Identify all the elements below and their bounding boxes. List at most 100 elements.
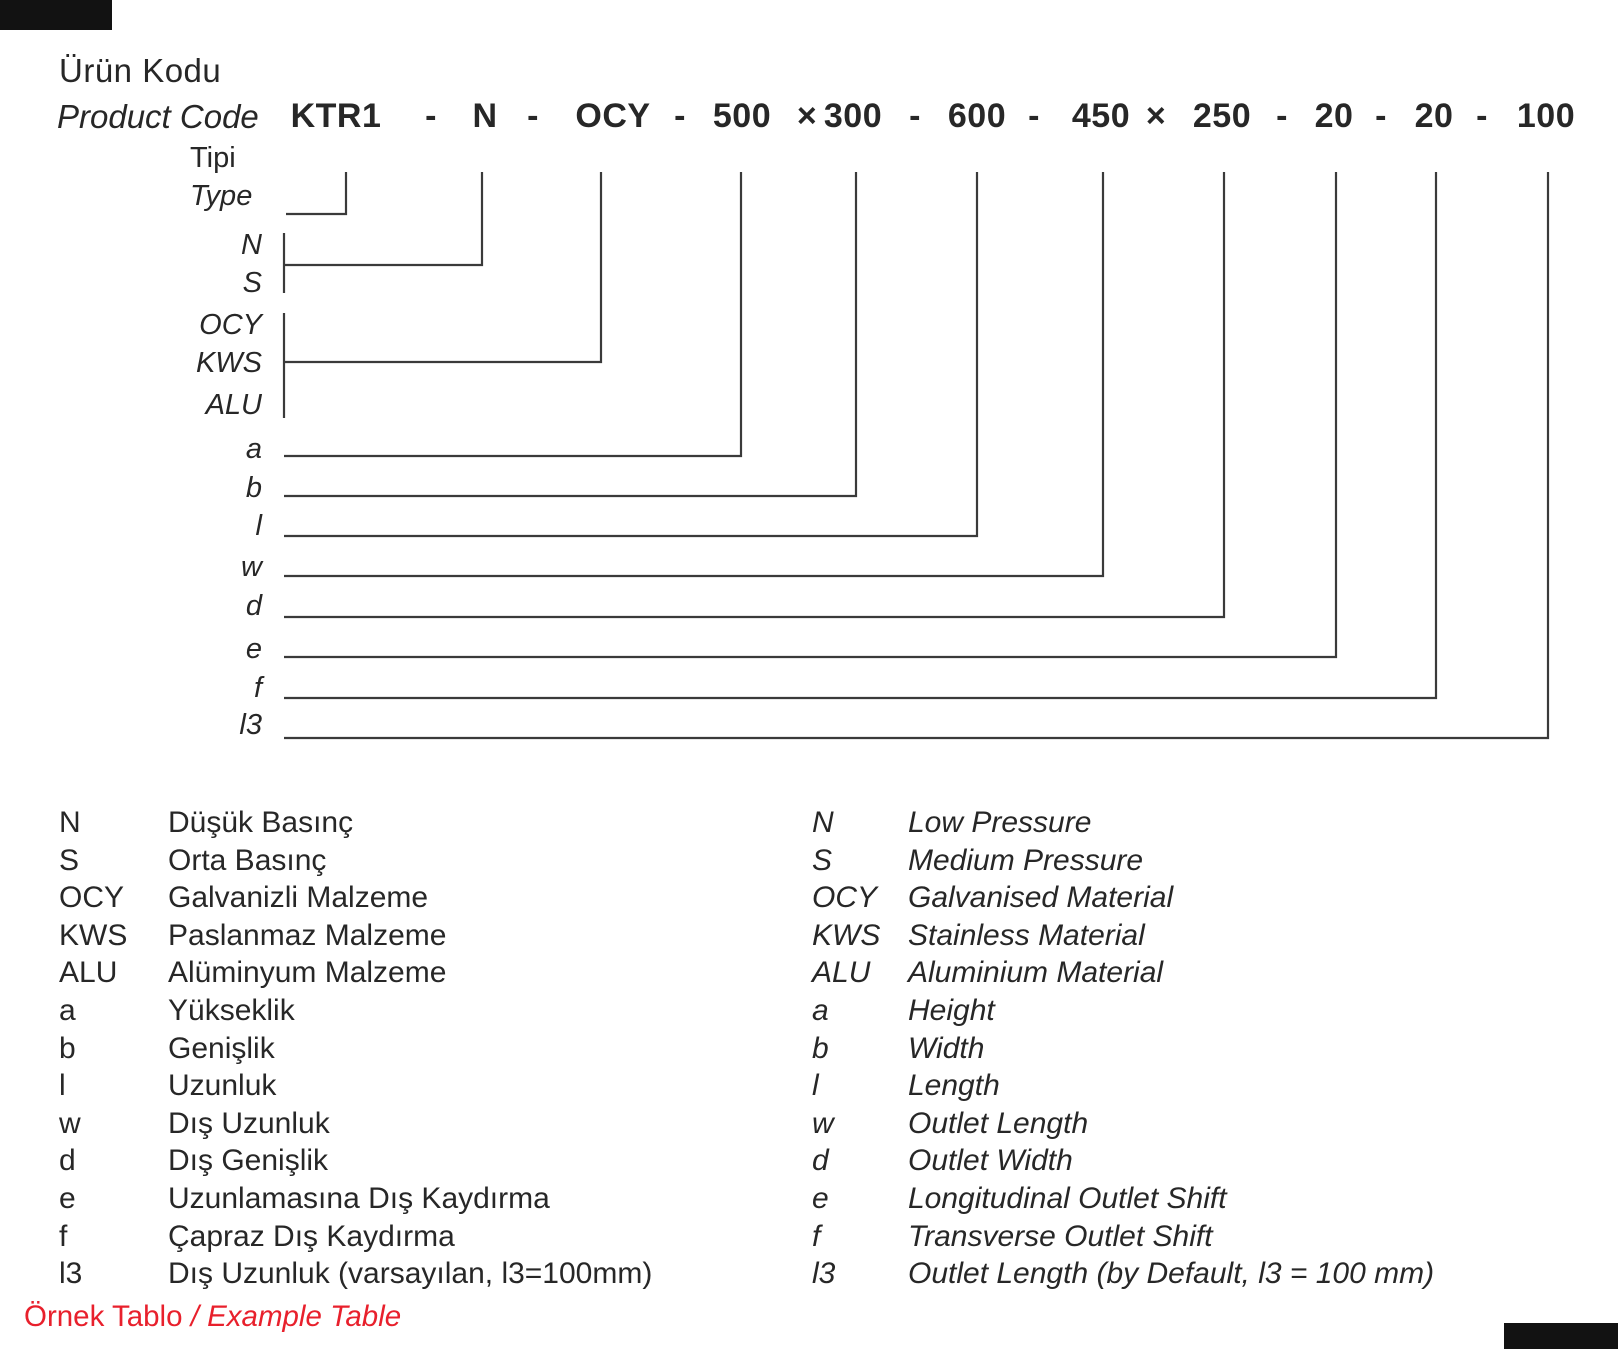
legend-desc: Dış Genişlik [168,1144,329,1178]
connector-d [284,172,1226,619]
example-table-caption: Örnek Tablo / Example Table [24,1300,401,1334]
legend-key: l [812,1069,819,1103]
code-segment-pressure: N [472,97,498,135]
legend-key: OCY [812,881,878,915]
connector-type [286,172,348,216]
code-separator: - [909,97,921,135]
legend-desc: Longitudinal Outlet Shift [908,1181,1227,1215]
connector-pressure [282,172,484,293]
diagram-label-l: l [255,510,262,542]
legend-key: S [59,843,80,877]
code-separator: - [527,97,539,135]
code-multiply-sign: × [796,97,818,135]
code-separator: - [1476,97,1488,135]
legend-desc: Outlet Width [908,1144,1073,1178]
diagram-label-e: e [245,633,262,665]
legend-key: e [812,1181,829,1215]
legend-key: w [59,1106,81,1140]
example-table-caption-turkish: Örnek Tablo [24,1300,191,1333]
legend-desc: Uzunlamasına Dış Kaydırma [168,1181,550,1215]
legend-desc: Aluminium Material [908,956,1164,990]
connector-l [284,172,979,538]
code-separator: - [1028,97,1040,135]
legend-desc: Transverse Outlet Shift [908,1219,1213,1253]
legend-key: OCY [59,881,125,915]
legend-desc: Orta Basınç [168,843,327,877]
legend-key: KWS [59,918,128,952]
legend-desc: Çapraz Dış Kaydırma [168,1219,455,1253]
code-segment-a: 500 [712,97,772,135]
code-separator: - [1375,97,1387,135]
legend-key: e [59,1181,76,1215]
legend-desc: Outlet Length (by Default, l3 = 100 mm) [908,1257,1435,1291]
code-segment-l: 600 [947,97,1007,135]
diagram-label-type-turkish: Tipi [190,142,236,174]
legend-key: l3 [59,1257,83,1291]
connector-material [282,172,603,418]
legend-desc: Genişlik [168,1031,275,1065]
diagram-label-alu: ALU [205,389,262,421]
legend-desc: Galvanised Material [908,881,1174,915]
legend-key: d [812,1144,829,1178]
legend-desc: Alüminyum Malzeme [168,956,447,990]
diagram-label-kws: KWS [195,347,262,379]
connector-w [284,172,1105,578]
connector-e [284,172,1338,659]
legend-key: a [59,993,76,1027]
legend-desc: Length [908,1069,1000,1103]
legend-desc: Low Pressure [908,806,1092,839]
legend-desc: Height [908,993,995,1027]
legend-key: ALU [59,956,118,990]
code-segment-e: 20 [1314,97,1354,135]
legend-key: a [812,993,829,1027]
code-segment-w: 450 [1071,97,1131,135]
page-title-turkish: Ürün Kodu [59,52,222,89]
diagram-label-f: f [253,672,262,704]
legend-desc: Dış Uzunluk [168,1106,330,1140]
connector-b [284,172,858,498]
legend-desc: Stainless Material [908,918,1145,952]
diagram-label-type-english: Type [190,180,253,212]
legend-turkish: N Düşük Basınç S Orta Basınç OCY Galvanizli… [59,806,652,1295]
legend-key: f [59,1219,68,1253]
legend-desc: Galvanizli Malzeme [168,881,429,915]
diagram-label-b: b [245,472,262,504]
diagram-label-d: d [245,590,262,622]
diagram-label-a: a [245,433,262,465]
legend-key: l [59,1069,66,1103]
diagram-label-s: S [242,267,262,299]
code-multiply-sign: × [1145,97,1167,135]
legend-key: l3 [812,1257,836,1291]
page-title-english: Product Code [57,98,259,135]
legend-key: b [59,1031,76,1065]
code-separator: - [425,97,437,135]
connector-f [284,172,1438,700]
diagram-label-n: N [241,229,262,261]
connector-a [284,172,743,458]
legend-desc: Yükseklik [168,993,295,1027]
legend-desc: Düşük Basınç [168,806,354,839]
legend-key: ALU [812,956,871,990]
legend-key: d [59,1144,76,1178]
diagram-label-l3: l3 [239,709,262,741]
code-segment-type: KTR1 [290,97,382,135]
legend-english: N Low Pressure S Medium Pressure OCY Galvan… [812,806,1434,1295]
code-segment-d: 250 [1192,97,1252,135]
legend-desc: Medium Pressure [908,843,1144,877]
legend-desc: Paslanmaz Malzeme [168,918,447,952]
legend-desc: Dış Uzunluk (varsayılan, l3=100mm) [168,1257,653,1291]
legend-key: N [812,806,834,839]
code-separator: - [1276,97,1288,135]
diagram-label-ocy: OCY [199,309,262,341]
code-separator: - [674,97,686,135]
page-corner-mark-top-left [0,0,112,30]
legend-key: S [812,843,833,877]
diagram-label-w: w [241,551,262,583]
example-table-caption-english: / Example Table [190,1300,402,1333]
code-segment-b: 300 [823,97,883,135]
legend-key: N [59,806,81,839]
connector-l3 [284,172,1550,740]
page-corner-mark-bottom-right [1504,1323,1618,1349]
